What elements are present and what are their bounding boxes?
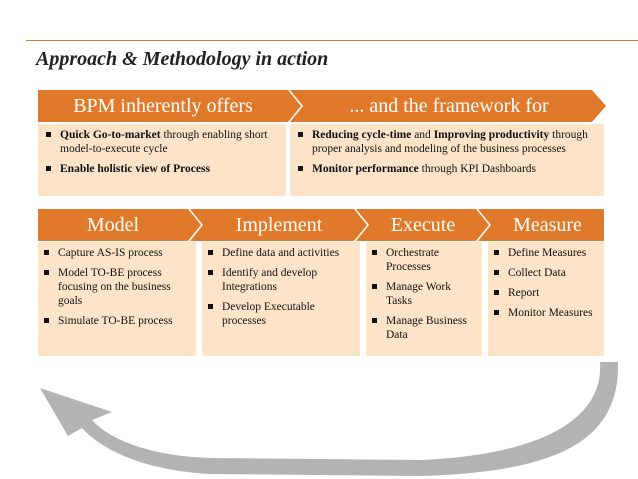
phase-label-model: Model — [86, 214, 140, 236]
list-item: Orchestrate Processes — [370, 246, 478, 274]
cycle-arrow — [40, 362, 619, 476]
phase-chevron-measure — [478, 209, 604, 241]
top-chevron-right — [290, 90, 606, 122]
phase-chevron-model — [38, 209, 201, 241]
top-rule — [26, 40, 638, 41]
phase-box-execute: Orchestrate Processes Manage Work Tasks … — [366, 242, 482, 356]
top-header-right: ... and the framework for — [349, 95, 549, 117]
list-item: Capture AS-IS process — [42, 246, 192, 260]
list-item: Model TO-BE process focusing on the busi… — [42, 266, 192, 308]
list-item: Enable holistic view of Process — [44, 162, 280, 176]
phase-label-measure: Measure — [513, 214, 582, 236]
top-box-right: Reducing cycle-time and Improving produc… — [290, 124, 604, 196]
phase-box-model: Capture AS-IS process Model TO-BE proces… — [38, 242, 196, 356]
phase-label-implement: Implement — [235, 214, 323, 236]
list-item: Collect Data — [492, 266, 600, 280]
list-item: Identify and develop Integrations — [206, 266, 356, 294]
top-chevron-left — [38, 90, 301, 122]
phase-label-execute: Execute — [390, 214, 456, 236]
list-item: Develop Executable processes — [206, 300, 356, 328]
list-item: Define Measures — [492, 246, 600, 260]
list-item: Manage Business Data — [370, 314, 478, 342]
list-item: Monitor Measures — [492, 306, 600, 320]
phase-box-implement: Define data and activities Identify and … — [202, 242, 360, 356]
list-item: Monitor performance through KPI Dashboar… — [296, 162, 598, 176]
top-box-left: Quick Go-to-market through enabling shor… — [38, 124, 286, 196]
list-item: Simulate TO-BE process — [42, 314, 192, 328]
list-item: Reducing cycle-time and Improving produc… — [296, 128, 598, 156]
phase-chevron-implement — [190, 209, 367, 241]
list-item: Report — [492, 286, 600, 300]
phase-chevron-execute — [356, 209, 489, 241]
top-header-left: BPM inherently offers — [73, 95, 253, 117]
page-title: Approach & Methodology in action — [36, 48, 329, 70]
list-item: Manage Work Tasks — [370, 280, 478, 308]
list-item: Define data and activities — [206, 246, 356, 260]
list-item: Quick Go-to-market through enabling shor… — [44, 128, 280, 156]
phase-box-measure: Define Measures Collect Data Report Moni… — [488, 242, 604, 356]
